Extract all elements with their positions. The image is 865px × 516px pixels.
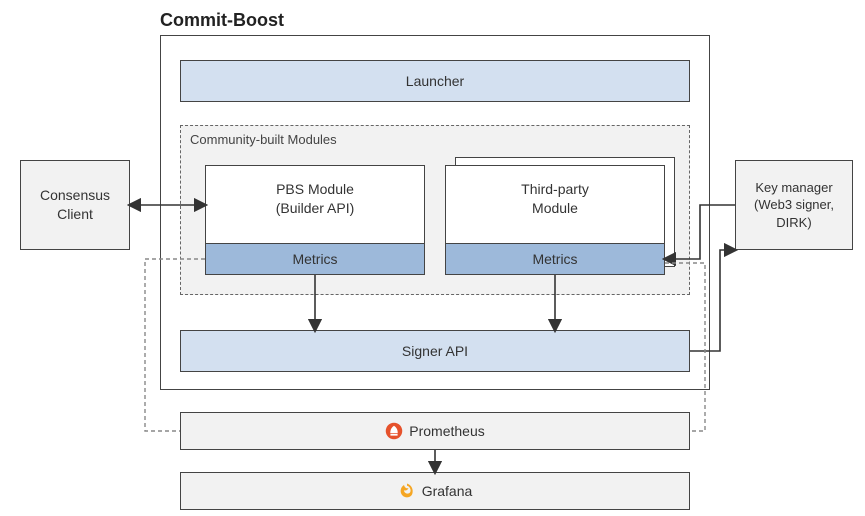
launcher-box: Launcher [180,60,690,102]
third-party-metrics-box: Metrics [445,243,665,275]
pbs-module-label: PBS Module (Builder API) [276,180,355,218]
key-manager-box: Key manager (Web3 signer, DIRK) [735,160,853,250]
pbs-metrics-box: Metrics [205,243,425,275]
grafana-icon [398,482,416,500]
community-modules-label: Community-built Modules [190,132,337,147]
signer-api-box: Signer API [180,330,690,372]
key-manager-label: Key manager (Web3 signer, DIRK) [754,179,834,232]
pbs-metrics-label: Metrics [292,250,337,269]
prometheus-icon [385,422,403,440]
launcher-label: Launcher [406,72,464,91]
signer-api-label: Signer API [402,342,468,361]
grafana-label: Grafana [422,482,473,501]
consensus-client-box: Consensus Client [20,160,130,250]
grafana-box: Grafana [180,472,690,510]
diagram-title: Commit-Boost [160,10,284,31]
consensus-client-label: Consensus Client [40,186,110,224]
prometheus-label: Prometheus [409,422,484,441]
third-party-module-label: Third-party Module [521,180,589,218]
prometheus-box: Prometheus [180,412,690,450]
third-party-metrics-label: Metrics [532,250,577,269]
